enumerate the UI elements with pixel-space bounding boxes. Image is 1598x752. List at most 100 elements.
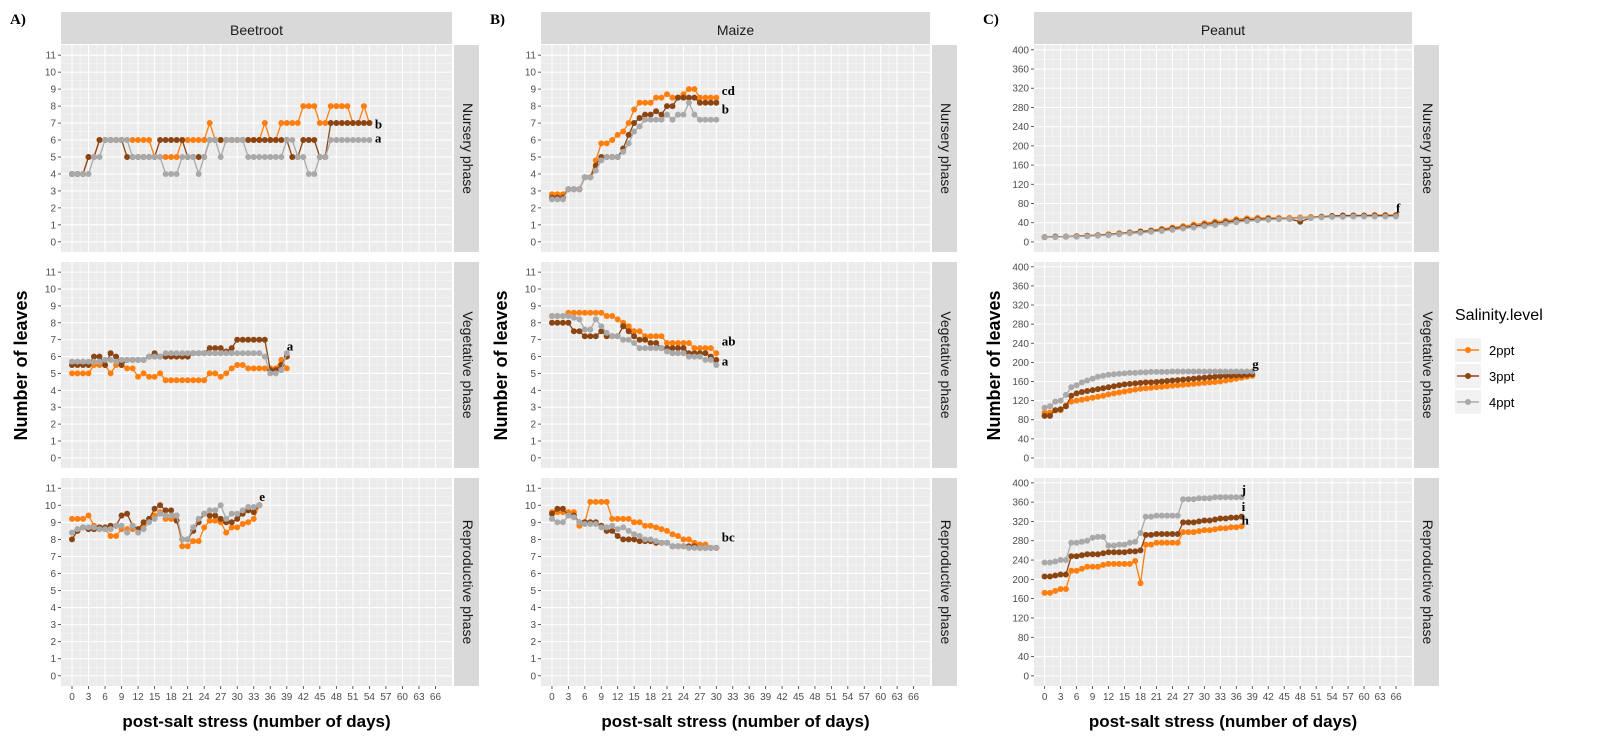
4ppt-series-point <box>195 515 202 522</box>
4ppt-series-point <box>707 116 714 123</box>
facet-phase-label: Vegetative phase <box>460 311 476 419</box>
3ppt-series-point <box>669 345 676 352</box>
3ppt-series-point <box>344 120 351 126</box>
2ppt-series-point <box>239 362 246 368</box>
3ppt-series-point <box>96 353 103 360</box>
4ppt-series-point <box>80 524 86 531</box>
2ppt-series-point <box>1142 385 1149 392</box>
3ppt-series-point <box>642 111 649 118</box>
2ppt-series-point <box>85 370 92 377</box>
3ppt-series-point <box>327 120 334 126</box>
4ppt-series-point <box>642 116 649 123</box>
4ppt-series-point <box>1217 494 1224 501</box>
2ppt-series-point <box>261 120 268 126</box>
x-tick-label: 33 <box>1215 692 1227 703</box>
4ppt-series-point <box>206 137 213 143</box>
4ppt-series-point <box>1137 369 1144 376</box>
4ppt-series-point <box>212 137 219 143</box>
4ppt-series-point <box>1238 368 1245 375</box>
3ppt-series-point <box>239 336 246 343</box>
3ppt-series-point <box>1105 549 1112 556</box>
2ppt-series-point <box>228 524 235 531</box>
y-tick-label: 6 <box>50 569 56 580</box>
2ppt-series-point <box>1105 560 1112 567</box>
y-tick-label: 40 <box>1018 434 1030 445</box>
x-tick-label: 9 <box>119 692 125 703</box>
2ppt-series-point <box>289 120 296 126</box>
y-tick-label: 10 <box>525 285 537 296</box>
4ppt-series-point <box>570 514 577 521</box>
3ppt-series-point <box>1041 412 1048 419</box>
y-tick-label: 4 <box>530 603 536 614</box>
4ppt-series-point <box>1217 368 1224 375</box>
2ppt-series-point <box>360 103 367 110</box>
3ppt-series-point <box>300 137 307 143</box>
4ppt-series-point <box>1105 542 1112 549</box>
3ppt-series-point <box>261 336 268 343</box>
4ppt-series-point <box>206 507 213 514</box>
significance-letter: h <box>1242 512 1250 527</box>
y-tick-label: 9 <box>530 85 536 96</box>
2ppt-series-point <box>113 533 120 539</box>
4ppt-series-point <box>135 356 142 363</box>
4ppt-series-point <box>713 362 720 368</box>
4ppt-series-point <box>636 123 643 130</box>
legend: Salinity.level 2ppt 3ppt 4ppt <box>1455 307 1543 414</box>
4ppt-series-point <box>598 323 605 330</box>
4ppt-series-point <box>696 353 703 360</box>
3ppt-series-point <box>609 527 616 534</box>
4ppt-series-point <box>107 526 114 533</box>
4ppt-series-point <box>96 154 103 160</box>
y-tick-label: 0 <box>50 671 56 682</box>
3ppt-series-point <box>625 328 632 335</box>
facet-strip-top <box>61 12 452 44</box>
2ppt-series-point <box>305 103 312 110</box>
4ppt-series-point <box>707 356 714 363</box>
2ppt-series-point <box>675 533 681 539</box>
2ppt-series-point <box>190 377 197 384</box>
4ppt-series-point <box>223 515 230 522</box>
2ppt-series-point <box>636 99 643 106</box>
x-tick-label: 45 <box>314 692 326 703</box>
2ppt-series-point <box>135 137 142 143</box>
3ppt-series-point <box>631 536 638 543</box>
4ppt-series-point <box>349 137 356 143</box>
y-tick-label: 10 <box>45 285 57 296</box>
y-tick-label: 7 <box>50 552 56 563</box>
y-tick-label: 280 <box>1012 536 1029 547</box>
4ppt-series-point <box>1084 537 1091 544</box>
x-tick-label: 24 <box>1167 692 1179 703</box>
x-tick-label: 63 <box>413 692 425 703</box>
4ppt-series-point <box>1148 368 1155 375</box>
y-tick-label: 11 <box>526 51 537 62</box>
x-tick-label: 0 <box>69 692 75 703</box>
y-tick-label: 5 <box>50 152 56 163</box>
y-tick-label: 0 <box>1023 671 1029 682</box>
4ppt-series-point <box>107 137 114 143</box>
y-tick-label: 1 <box>50 220 56 231</box>
y-tick-label: 0 <box>50 453 56 464</box>
4ppt-series-point <box>102 137 109 143</box>
2ppt-series-point <box>603 313 610 319</box>
3ppt-series-point <box>157 137 164 143</box>
2ppt-series-point <box>664 527 670 534</box>
3ppt-series-point <box>1180 519 1187 526</box>
3ppt-series-point <box>1174 531 1181 537</box>
3ppt-series-point <box>1132 380 1139 387</box>
y-tick-label: 11 <box>526 484 537 495</box>
3ppt-series-point <box>653 340 660 346</box>
3ppt-series-point <box>102 362 109 368</box>
4ppt-series-point <box>642 536 649 543</box>
4ppt-series-line <box>1044 215 1396 238</box>
x-tick-label: 3 <box>566 692 572 703</box>
2ppt-series-point <box>587 498 594 505</box>
2ppt-series-point <box>151 373 158 380</box>
4ppt-series-point <box>1233 219 1240 226</box>
x-tick-label: 30 <box>1199 692 1211 703</box>
4ppt-series-point <box>245 154 252 160</box>
y-tick-label: 8 <box>50 318 56 329</box>
3ppt-series-point <box>1068 392 1075 399</box>
3ppt-series-point <box>1164 378 1171 384</box>
y-tick-label: 360 <box>1012 281 1029 292</box>
x-tick-label: 51 <box>347 692 359 703</box>
